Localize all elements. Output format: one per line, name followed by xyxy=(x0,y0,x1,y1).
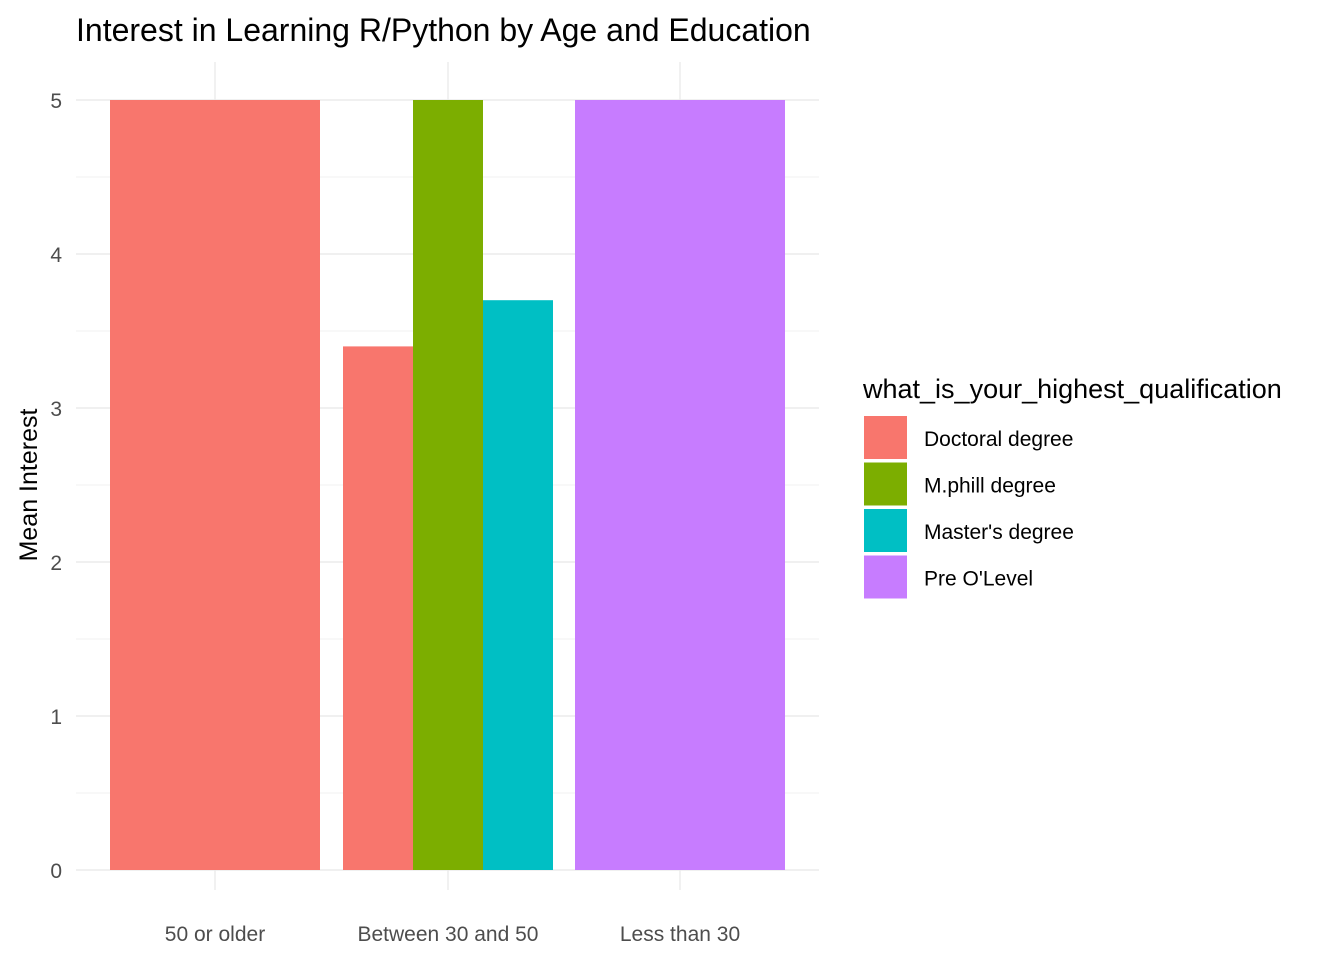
legend-key xyxy=(864,462,907,506)
y-tick-label: 4 xyxy=(50,244,62,267)
legend-label: Master's degree xyxy=(924,521,1074,544)
y-tick-label: 2 xyxy=(50,552,62,575)
y-tick-label: 1 xyxy=(50,706,62,729)
x-tick-label: Between 30 and 50 xyxy=(358,923,539,946)
y-axis-title: Mean Interest xyxy=(15,409,43,562)
legend-label: Pre O'Level xyxy=(924,568,1033,591)
legend: what_is_your_highest_qualification Docto… xyxy=(862,374,1282,599)
legend-key xyxy=(864,509,907,552)
legend-key xyxy=(864,555,907,599)
bar xyxy=(413,100,483,870)
chart-title: Interest in Learning R/Python by Age and… xyxy=(76,12,811,48)
bar xyxy=(343,346,413,870)
bar xyxy=(483,300,553,870)
bar-layer xyxy=(110,100,785,870)
y-tick-label: 5 xyxy=(50,90,62,113)
legend-title: what_is_your_highest_qualification xyxy=(862,374,1282,404)
x-tick-label: Less than 30 xyxy=(620,923,740,946)
legend-label: M.phill degree xyxy=(924,475,1056,498)
x-tick-label: 50 or older xyxy=(165,923,265,946)
bar xyxy=(110,100,320,870)
bar xyxy=(575,100,785,870)
y-tick-label: 3 xyxy=(50,398,62,421)
axis-layer: Interest in Learning R/Python by Age and… xyxy=(15,12,811,946)
y-tick-label: 0 xyxy=(50,860,62,883)
legend-key xyxy=(864,416,907,459)
legend-label: Doctoral degree xyxy=(924,428,1073,451)
